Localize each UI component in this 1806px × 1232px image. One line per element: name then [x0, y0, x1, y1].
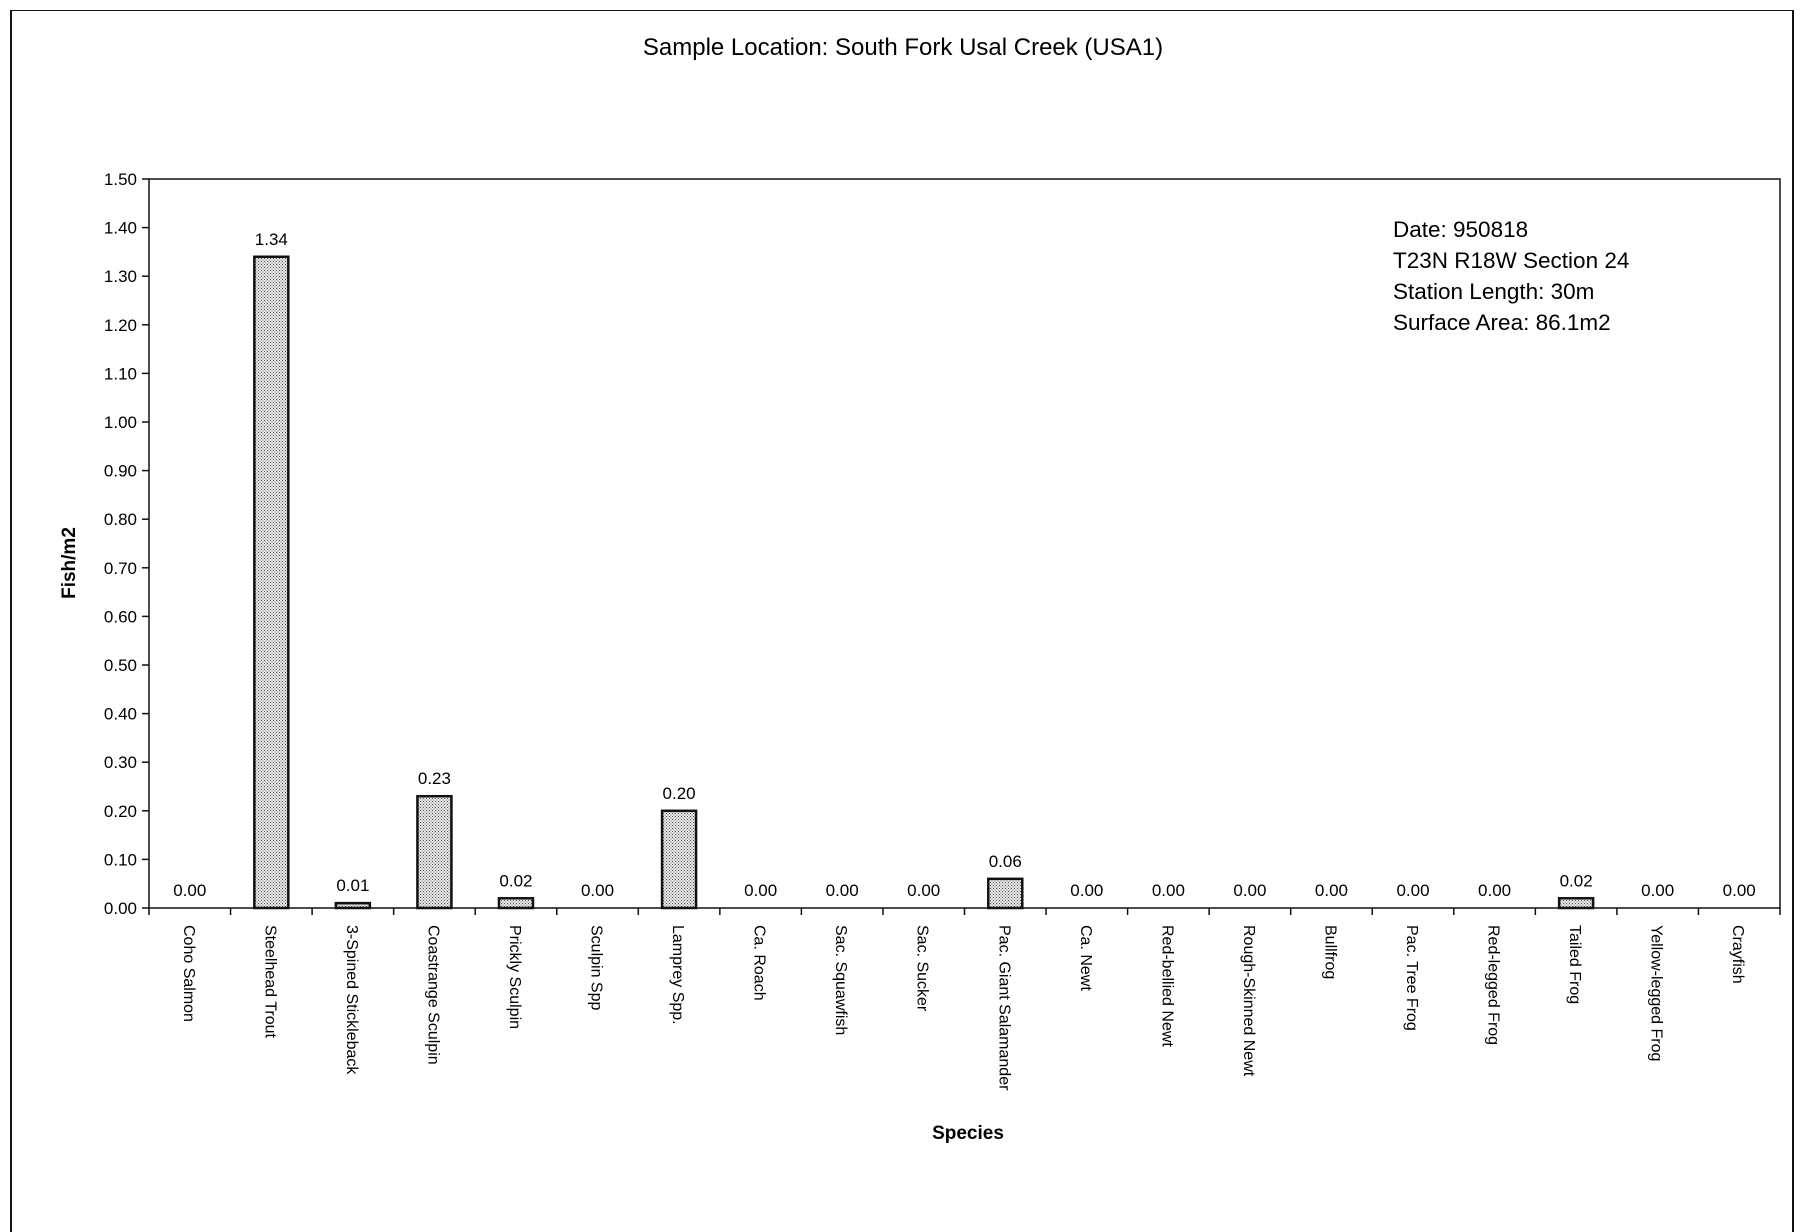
data-label: 0.00 — [826, 881, 859, 900]
y-tick-label: 0.60 — [104, 607, 137, 626]
x-tick-label: Sac. Squawfish — [832, 925, 849, 1035]
x-tick-label: Red-bellied Newt — [1158, 925, 1175, 1047]
x-tick-label: Rough-Skinned Newt — [1240, 925, 1257, 1077]
y-tick-label: 0.20 — [104, 802, 137, 821]
x-tick-label: Yellow-legged Frog — [1648, 925, 1665, 1061]
data-label: 0.00 — [1641, 881, 1674, 900]
bar — [416, 794, 453, 910]
x-tick-label: Lamprey Spp. — [669, 925, 686, 1025]
bar — [253, 255, 290, 910]
y-tick-label: 1.20 — [104, 316, 137, 335]
x-tick-label: Coho Salmon — [180, 925, 197, 1022]
x-tick-label: Coastrange Sculpin — [424, 925, 441, 1065]
data-label: 0.20 — [663, 784, 696, 803]
x-tick-label: Pac. Giant Salamander — [995, 925, 1012, 1091]
bar — [1557, 897, 1595, 910]
annotation-station-length: Station Length: 30m — [1393, 279, 1595, 304]
data-label: 0.00 — [1233, 881, 1266, 900]
y-tick-label: 0.30 — [104, 753, 137, 772]
y-tick-label: 1.50 — [104, 170, 137, 189]
data-label: 0.06 — [989, 852, 1022, 871]
x-tick-label: Tailed Frog — [1566, 925, 1583, 1004]
annotation-location: T23N R18W Section 24 — [1393, 248, 1630, 273]
data-label: 0.00 — [173, 881, 206, 900]
data-label: 0.00 — [1070, 881, 1103, 900]
x-tick-label: Ca. Roach — [751, 925, 768, 1001]
data-label: 0.23 — [418, 769, 451, 788]
x-tick-label: Crayfish — [1729, 925, 1746, 984]
data-label: 0.00 — [907, 881, 940, 900]
data-label: 0.00 — [1315, 881, 1348, 900]
y-tick-label: 0.00 — [104, 899, 137, 918]
data-label: 0.02 — [499, 871, 532, 890]
x-tick-label: Bullfrog — [1321, 925, 1338, 979]
data-label: 0.00 — [1723, 881, 1756, 900]
bar — [334, 901, 372, 910]
x-tick-label: Steelhead Trout — [261, 925, 278, 1039]
x-axis-label: Species — [932, 1123, 1004, 1144]
y-tick-label: 1.40 — [104, 219, 137, 238]
y-tick-label: 0.10 — [104, 850, 137, 869]
y-tick-label: 0.40 — [104, 705, 137, 724]
annotation-date: Date: 950818 — [1393, 217, 1529, 242]
x-tick-label: Sculpin Spp — [588, 925, 605, 1010]
data-label: 0.00 — [744, 881, 777, 900]
data-label: 0.00 — [581, 881, 614, 900]
data-label: 1.34 — [255, 230, 288, 249]
bar — [497, 897, 535, 910]
bar — [660, 809, 698, 910]
x-tick-label: Ca. Newt — [1077, 925, 1094, 991]
x-tick-label: Red-legged Frog — [1485, 925, 1502, 1045]
x-tick-label: Sac. Sucker — [914, 925, 931, 1012]
y-tick-label: 1.00 — [104, 413, 137, 432]
data-label: 0.02 — [1560, 871, 1593, 890]
chart-frame — [10, 10, 1794, 1232]
x-tick-label: 3-Spined Stickleback — [343, 925, 360, 1075]
data-label: 0.00 — [1396, 881, 1429, 900]
x-tick-label: Prickly Sculpin — [506, 925, 523, 1029]
data-label: 0.00 — [1478, 881, 1511, 900]
y-tick-label: 1.10 — [104, 364, 137, 383]
y-tick-label: 1.30 — [104, 267, 137, 286]
plot-area — [148, 178, 1781, 909]
bar — [987, 877, 1024, 910]
data-label: 0.01 — [336, 876, 369, 895]
y-tick-label: 0.90 — [104, 462, 137, 481]
annotation-surface-area: Surface Area: 86.1m2 — [1393, 310, 1611, 335]
y-tick-label: 0.50 — [104, 656, 137, 675]
x-tick-label: Pac. Tree Frog — [1403, 925, 1420, 1031]
y-tick-label: 0.70 — [104, 559, 137, 578]
y-tick-label: 0.80 — [104, 510, 137, 529]
chart-title: Sample Location: South Fork Usal Creek (… — [642, 34, 1164, 61]
chart-annotation: Date: 950818 T23N R18W Section 24 Statio… — [1393, 214, 1629, 338]
data-label: 0.00 — [1152, 881, 1185, 900]
